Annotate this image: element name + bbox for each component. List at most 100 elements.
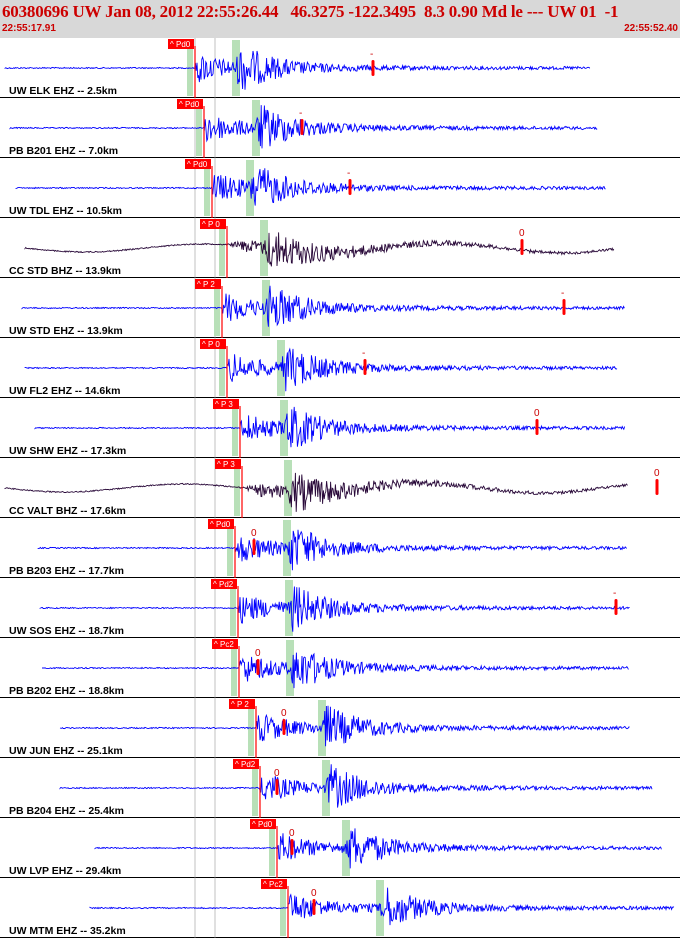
- pick-label-box[interactable]: [250, 819, 276, 829]
- station-label: UW FL2 EHZ -- 14.6km: [9, 385, 120, 397]
- pick-label: ^ P 3: [217, 460, 235, 469]
- coda-marker-label: 0: [251, 528, 257, 539]
- coda-marker[interactable]: [282, 719, 286, 735]
- coda-marker-label: 0: [289, 828, 295, 839]
- trace-row[interactable]: ^ Pd2 - UW SOS EHZ -- 18.7km: [0, 578, 680, 638]
- p-window-band: [219, 220, 225, 276]
- coda-marker[interactable]: [300, 119, 304, 135]
- s-window-band: [286, 640, 294, 696]
- coda-marker-label: 0: [519, 228, 525, 239]
- station-label: PB B204 EHZ -- 25.4km: [9, 805, 124, 817]
- coda-marker-label: -: [299, 108, 302, 119]
- waveform-trace: [39, 586, 630, 632]
- coda-marker[interactable]: [520, 239, 524, 255]
- station-label: UW SHW EHZ -- 17.3km: [9, 445, 126, 457]
- coda-marker-label: -: [370, 49, 373, 60]
- coda-marker[interactable]: [371, 60, 375, 76]
- coda-marker[interactable]: [614, 599, 618, 615]
- pick-label: ^ Pd0: [210, 520, 231, 529]
- pick-label-box[interactable]: [211, 579, 237, 589]
- pick-label-box[interactable]: [212, 639, 238, 649]
- start-time: 22:55:17.91: [2, 23, 56, 34]
- pick-label-box[interactable]: [200, 219, 226, 229]
- trace-row[interactable]: ^ Pd0 - PB B201 EHZ -- 7.0km: [0, 98, 680, 158]
- coda-marker-label: -: [347, 168, 350, 179]
- trace-row[interactable]: ^ P 2 - UW STD EHZ -- 13.9km: [0, 278, 680, 338]
- coda-marker[interactable]: [363, 359, 367, 375]
- s-window-band: [376, 880, 384, 936]
- pick-label-box[interactable]: [168, 39, 194, 49]
- station-label: CC VALT BHZ -- 17.6km: [9, 505, 126, 517]
- coda-marker-label: 0: [281, 708, 287, 719]
- pick-label: ^ Pd0: [170, 40, 191, 49]
- pick-label-box[interactable]: [229, 699, 255, 709]
- trace-row[interactable]: ^ Pd0 0 UW LVP EHZ -- 29.4km: [0, 818, 680, 878]
- station-label: PB B201 EHZ -- 7.0km: [9, 145, 118, 157]
- pick-label-box[interactable]: [177, 99, 203, 109]
- pick-label: ^ P 3: [215, 400, 233, 409]
- coda-marker-label: -: [561, 288, 564, 299]
- pick-label: ^ Pc2: [214, 640, 234, 649]
- pick-label: ^ Pd2: [235, 760, 256, 769]
- coda-marker[interactable]: [348, 179, 352, 195]
- waveform-trace: [24, 232, 615, 267]
- waveform-trace: [34, 406, 626, 448]
- station-label: UW MTM EHZ -- 35.2km: [9, 925, 126, 937]
- coda-marker[interactable]: [252, 539, 256, 555]
- trace-row[interactable]: ^ P 3 0 CC VALT BHZ -- 17.6km: [0, 458, 680, 518]
- coda-marker[interactable]: [562, 299, 566, 315]
- coda-marker[interactable]: [312, 899, 316, 915]
- station-label: CC STD BHZ -- 13.9km: [9, 265, 121, 277]
- coda-marker-label: 0: [311, 888, 317, 899]
- pick-label-box[interactable]: [233, 759, 259, 769]
- s-window-band: [262, 280, 270, 336]
- pick-label: ^ Pd0: [179, 100, 200, 109]
- seismogram-panel[interactable]: ^ Pd0 - UW ELK EHZ -- 2.5km ^ Pd0 - PB B201 E…: [0, 38, 680, 938]
- trace-row[interactable]: ^ Pd0 - UW ELK EHZ -- 2.5km: [0, 38, 680, 98]
- s-window-band: [277, 340, 285, 396]
- pick-label-box[interactable]: [208, 519, 234, 529]
- trace-row[interactable]: ^ Pd0 0 PB B203 EHZ -- 17.7km: [0, 518, 680, 578]
- pick-label: ^ P 0: [202, 220, 220, 229]
- seismogram-canvas[interactable]: ^ Pd0 - UW ELK EHZ -- 2.5km ^ Pd0 - PB B201 E…: [0, 38, 680, 938]
- waveform-trace: [59, 705, 630, 747]
- trace-row[interactable]: ^ P 3 0 UW SHW EHZ -- 17.3km: [0, 398, 680, 458]
- waveform-trace: [4, 472, 628, 512]
- trace-row[interactable]: ^ P 0 - UW FL2 EHZ -- 14.6km: [0, 338, 680, 398]
- coda-marker[interactable]: [290, 839, 294, 855]
- pick-label: ^ P 0: [202, 340, 220, 349]
- s-window-band: [284, 460, 292, 516]
- trace-row[interactable]: ^ Pd0 - UW TDL EHZ -- 10.5km: [0, 158, 680, 218]
- waveform-trace: [89, 887, 675, 926]
- pick-label-box[interactable]: [261, 879, 287, 889]
- trace-row[interactable]: ^ P 0 0 CC STD BHZ -- 13.9km: [0, 218, 680, 278]
- coda-marker[interactable]: [535, 419, 539, 435]
- coda-marker-label: 0: [654, 468, 660, 479]
- event-title: 60380696 UW Jan 08, 2012 22:55:26.44 46.…: [2, 2, 619, 21]
- waveform-trace: [37, 529, 628, 571]
- waveform-trace: [94, 828, 662, 869]
- trace-row[interactable]: ^ P 2 0 UW JUN EHZ -- 25.1km: [0, 698, 680, 758]
- pick-label: ^ Pc2: [263, 880, 283, 889]
- pick-label-box[interactable]: [185, 159, 211, 169]
- s-window-band: [252, 100, 260, 156]
- pick-label-box[interactable]: [213, 399, 239, 409]
- pick-label-box[interactable]: [200, 339, 226, 349]
- coda-marker-label: 0: [534, 408, 540, 419]
- pick-label-box[interactable]: [195, 279, 221, 289]
- pick-label: ^ Pd0: [187, 160, 208, 169]
- pick-label: ^ Pd2: [213, 580, 234, 589]
- coda-marker-label: 0: [274, 768, 280, 779]
- coda-marker-label: -: [362, 348, 365, 359]
- coda-marker[interactable]: [256, 659, 260, 675]
- station-label: UW TDL EHZ -- 10.5km: [9, 205, 122, 217]
- trace-row[interactable]: ^ Pc2 0 UW MTM EHZ -- 35.2km: [0, 878, 680, 938]
- coda-marker[interactable]: [655, 479, 659, 495]
- coda-marker[interactable]: [275, 779, 279, 795]
- station-label: UW SOS EHZ -- 18.7km: [9, 625, 124, 637]
- trace-row[interactable]: ^ Pc2 0 PB B202 EHZ -- 18.8km: [0, 638, 680, 698]
- station-label: UW STD EHZ -- 13.9km: [9, 325, 123, 337]
- pick-label-box[interactable]: [215, 459, 241, 469]
- trace-row[interactable]: ^ Pd2 0 PB B204 EHZ -- 25.4km: [0, 758, 680, 818]
- waveform-trace: [9, 105, 598, 149]
